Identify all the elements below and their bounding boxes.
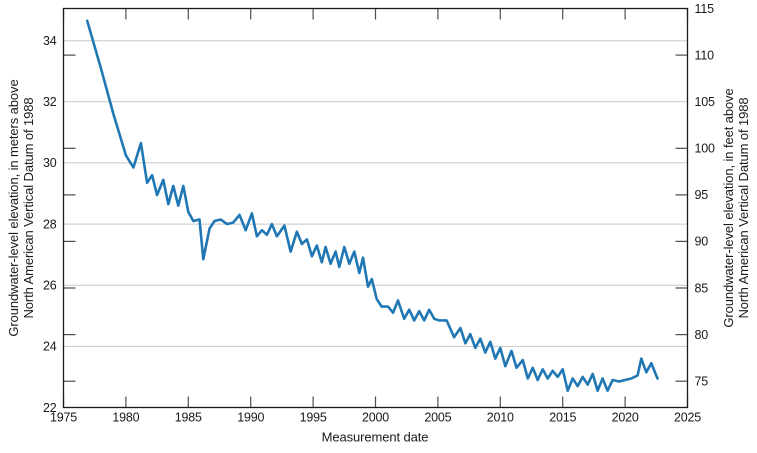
y-axis-tick-label-feet: 80 [695,328,709,342]
y-axis-tick-label-feet: 110 [695,48,715,62]
x-axis-tick-label: 2000 [362,411,389,425]
x-axis-tick-label: 2025 [674,411,701,425]
y-axis-tick-label-feet: 90 [695,235,709,249]
y-axis-tick-label-meters: 26 [43,279,57,293]
x-axis-title: Measurement date [321,429,429,445]
x-axis-tick-label: 1975 [50,411,77,425]
y-axis-title-left: Groundwater-level elevation, in meters a… [6,79,36,336]
y-axis-title-right-line1: Groundwater-level elevation, in feet abo… [721,88,736,328]
plot-border [62,7,689,409]
y-axis-title-left-line1: Groundwater-level elevation, in meters a… [6,79,21,337]
y-axis-tick-label-feet: 85 [695,281,709,295]
x-axis-tick-label: 2015 [549,411,576,425]
y-axis-title-right: Groundwater-level elevation, in feet abo… [721,88,751,327]
y-axis-title-right-line2: North American Vertical Datum of 1988 [736,97,751,319]
x-axis-tick-label: 2020 [612,411,639,425]
x-axis-tick-label: 2010 [487,411,514,425]
x-axis-tick-label: 1995 [300,411,327,425]
data-line-groundwater-elevation [85,19,659,393]
x-axis-tick-label: 2005 [424,411,451,425]
y-axis-tick-label-meters: 22 [43,401,57,415]
y-axis-tick-label-feet: 115 [695,2,715,16]
x-axis-tick-label: 1985 [175,411,202,425]
y-axis-tick-label-meters: 30 [43,156,57,170]
y-axis-tick-label-feet: 75 [695,375,709,389]
y-axis-tick-label-feet: 105 [695,95,716,109]
y-axis-tick-label-feet: 95 [695,188,709,202]
y-axis-tick-label-feet: 100 [695,142,716,156]
y-axis-tick-label-meters: 34 [43,34,57,48]
y-axis-tick-label-meters: 24 [43,340,57,354]
x-axis-tick-label: 1990 [237,411,264,425]
y-axis-tick-label-meters: 28 [43,217,57,231]
y-axis-tick-label-meters: 32 [43,95,57,109]
x-axis-tick-label: 1980 [112,411,139,425]
y-axis-title-left-line2: North American Vertical Datum of 1988 [21,97,36,319]
